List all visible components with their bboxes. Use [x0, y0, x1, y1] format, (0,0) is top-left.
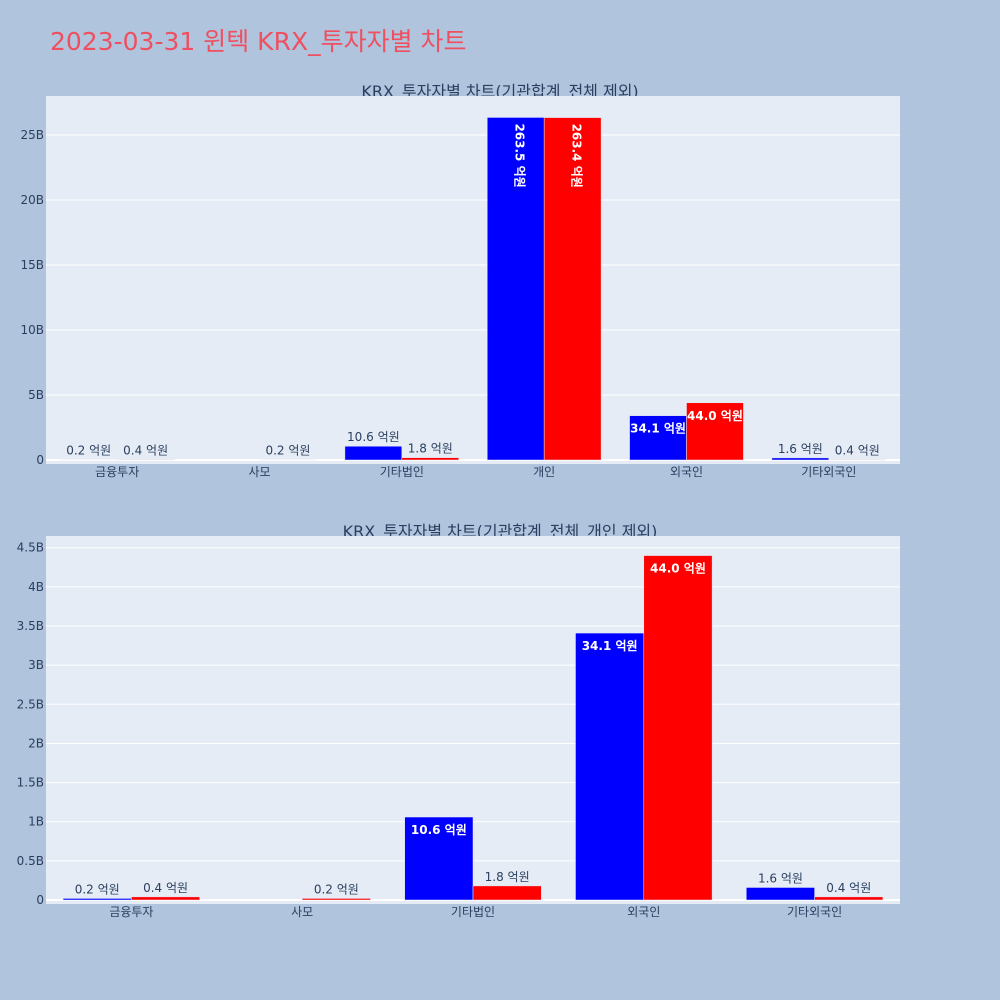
chart1-data-label: 44.0 억원	[687, 409, 743, 423]
chart2-xtick-label: 외국인	[627, 905, 660, 919]
chart1-bar	[486, 117, 545, 461]
chart2-xtick-label: 기타법인	[451, 905, 495, 919]
chart1-bar	[344, 445, 403, 461]
chart1-ytick-label: 10B	[20, 323, 44, 337]
chart2-ytick-label: 1.5B	[17, 776, 44, 790]
chart2-data-label: 1.6 억원	[758, 871, 803, 885]
chart2-data-label: 0.4 억원	[143, 881, 188, 895]
chart1-data-label: 263.5 억원	[513, 123, 527, 187]
chart2-ytick-label: 3B	[28, 658, 44, 672]
chart2-bar	[746, 887, 815, 901]
chart1-xtick-label: 기타외국인	[801, 465, 856, 479]
chart2-ytick-label: 2.5B	[17, 697, 44, 711]
chart1-data-label: 0.2 억원	[265, 444, 310, 458]
chart1-ytick-label: 20B	[20, 193, 44, 207]
chart1-data-label: 1.6 억원	[778, 442, 823, 456]
chart2-bar	[575, 632, 645, 901]
chart2-data-label: 0.2 억원	[314, 882, 359, 896]
chart1-data-label: 34.1 억원	[630, 422, 686, 436]
chart2-bar	[62, 898, 132, 901]
chart1-data-label: 1.8 억원	[408, 442, 453, 456]
chart2-ytick-label: 4B	[28, 580, 44, 594]
chart2-data-label: 1.8 억원	[485, 870, 530, 884]
chart2-ytick-label: 2B	[28, 736, 44, 750]
chart2-data-label: 0.4 억원	[826, 881, 871, 895]
chart1-xtick-label: 외국인	[670, 465, 703, 479]
chart1-xtick-label: 사모	[248, 465, 270, 479]
chart2-bar	[643, 555, 713, 901]
chart1-xtick-label: 개인	[533, 465, 555, 479]
chart2-xtick-label: 사모	[291, 905, 313, 919]
chart2-data-label: 44.0 억원	[650, 562, 706, 576]
chart1-data-label: 0.4 억원	[835, 443, 880, 457]
chart1-data-label: 263.4 억원	[570, 124, 584, 188]
chart2-ytick-label: 4.5B	[17, 541, 44, 555]
chart1-bar	[686, 402, 744, 461]
chart2-bar	[404, 816, 474, 901]
chart2-ytick-label: 0	[36, 893, 44, 907]
chart2-bar	[472, 885, 542, 901]
page-title: 2023-03-31 윈텍 KRX_투자자별 차트	[50, 27, 467, 56]
chart1-bar	[543, 117, 602, 461]
chart2-ytick-label: 0.5B	[17, 854, 44, 868]
chart2-bar	[814, 896, 884, 901]
chart1-bar	[771, 457, 830, 461]
chart1-data-label: 0.4 억원	[123, 443, 168, 457]
chart2-ytick-label: 1B	[28, 815, 44, 829]
chart2-data-label: 34.1 억원	[582, 639, 638, 653]
chart1-xtick-label: 기타법인	[380, 465, 424, 479]
chart2-ytick-label: 3.5B	[17, 619, 44, 633]
chart1-data-label: 10.6 억원	[347, 430, 400, 444]
chart1-bar	[116, 459, 175, 461]
chart2-xtick-label: 금융투자	[109, 905, 153, 919]
chart2-data-label: 0.2 억원	[75, 882, 120, 896]
chart2-data-label: 10.6 억원	[411, 823, 467, 837]
chart1-bar	[401, 457, 460, 461]
chart1-ytick-label: 25B	[20, 128, 44, 142]
chart1-data-label: 0.2 억원	[66, 444, 111, 458]
chart1-ytick-label: 5B	[28, 388, 44, 402]
chart1-ytick-label: 0	[36, 453, 44, 467]
chart1-xtick-label: 금융투자	[95, 465, 139, 479]
chart1-plot-area	[46, 96, 900, 464]
chart2-bar	[301, 898, 371, 901]
chart2-plot: 0 0.5B 1B 1.5B 2B 2.5B 3B 3.5B 4B 4.5B 금융투자 0.2 억원 0…	[17, 536, 900, 919]
chart1-bar	[828, 459, 887, 461]
chart1-ytick-label: 15B	[20, 258, 44, 272]
chart2-bar	[131, 896, 200, 901]
chart2-xtick-label: 기타외국인	[787, 905, 842, 919]
